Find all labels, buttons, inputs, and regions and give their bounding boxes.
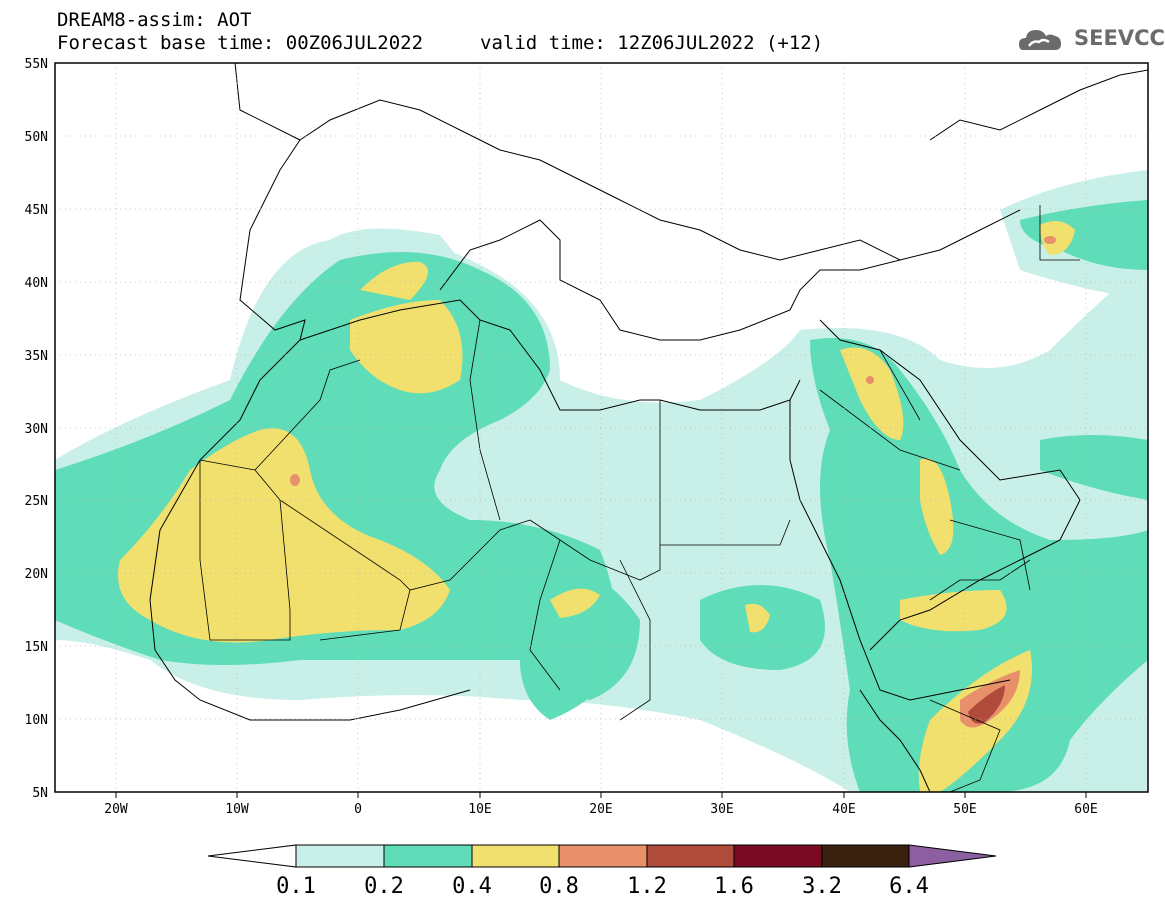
lat-label: 15N xyxy=(25,640,48,655)
logo-text: SEEVCCC xyxy=(1074,26,1165,50)
colorbar-labels: 0.1 0.2 0.4 0.8 1.2 1.6 3.2 6.4 xyxy=(276,874,929,899)
lon-axis: 20W 10W 0 10E 20E 30E 40E 50E 60E xyxy=(104,802,1097,817)
lat-label: 35N xyxy=(25,349,48,364)
colorbar-label: 1.6 xyxy=(714,874,754,899)
colorbar-bin xyxy=(295,844,385,868)
aot-field xyxy=(55,63,1148,792)
colorbar-label: 3.2 xyxy=(802,874,842,899)
lat-label: 45N xyxy=(25,203,48,218)
lat-label: 55N xyxy=(25,57,48,72)
valid-time: valid time: 12Z06JUL2022 (+12) xyxy=(480,32,824,54)
colorbar-label: 0.1 xyxy=(276,874,316,899)
lat-label: 40N xyxy=(25,276,48,291)
colorbar-bin xyxy=(383,844,473,868)
colorbar-low-arrow xyxy=(207,844,297,868)
aot-level-1.2 xyxy=(968,685,1005,724)
colorbar-bin xyxy=(646,844,735,868)
colorbar-label: 1.2 xyxy=(627,874,667,899)
country-borders xyxy=(199,205,1080,792)
lat-label: 10N xyxy=(25,713,48,728)
forecast-base-time: Forecast base time: 00Z06JUL2022 xyxy=(57,32,424,54)
axis-ticks xyxy=(115,792,1087,798)
colorbar-high-arrow xyxy=(908,844,997,868)
colorbar-bin xyxy=(558,844,648,868)
lat-label: 5N xyxy=(32,786,48,801)
gridlines xyxy=(55,63,1148,792)
lat-label: 25N xyxy=(25,494,48,509)
colorbar-bin xyxy=(733,844,823,868)
lon-label: 0 xyxy=(354,802,362,817)
colorbar-label: 6.4 xyxy=(889,874,929,899)
lon-label: 60E xyxy=(1074,802,1097,817)
colorbar-label: 0.2 xyxy=(364,874,404,899)
lon-label: 50E xyxy=(953,802,976,817)
colorbar xyxy=(207,844,997,868)
coastlines xyxy=(149,63,1148,792)
colorbar-label: 0.8 xyxy=(539,874,579,899)
lon-label: 10E xyxy=(468,802,491,817)
lon-label: 10W xyxy=(225,802,249,817)
colorbar-bin xyxy=(471,844,560,868)
colorbar-bin xyxy=(821,844,910,868)
lat-label: 50N xyxy=(25,130,48,145)
lon-label: 20E xyxy=(589,802,612,817)
colorbar-label: 0.4 xyxy=(452,874,492,899)
lat-label: 20N xyxy=(25,567,48,582)
map-title: DREAM8-assim: AOT xyxy=(57,9,252,31)
lon-label: 20W xyxy=(104,802,128,817)
lat-label: 30N xyxy=(25,422,48,437)
lon-label: 30E xyxy=(710,802,733,817)
cloud-icon xyxy=(1019,30,1061,50)
lat-axis: 55N 50N 45N 40N 35N 30N 25N 20N 15N 10N … xyxy=(25,57,48,801)
lon-label: 40E xyxy=(832,802,855,817)
